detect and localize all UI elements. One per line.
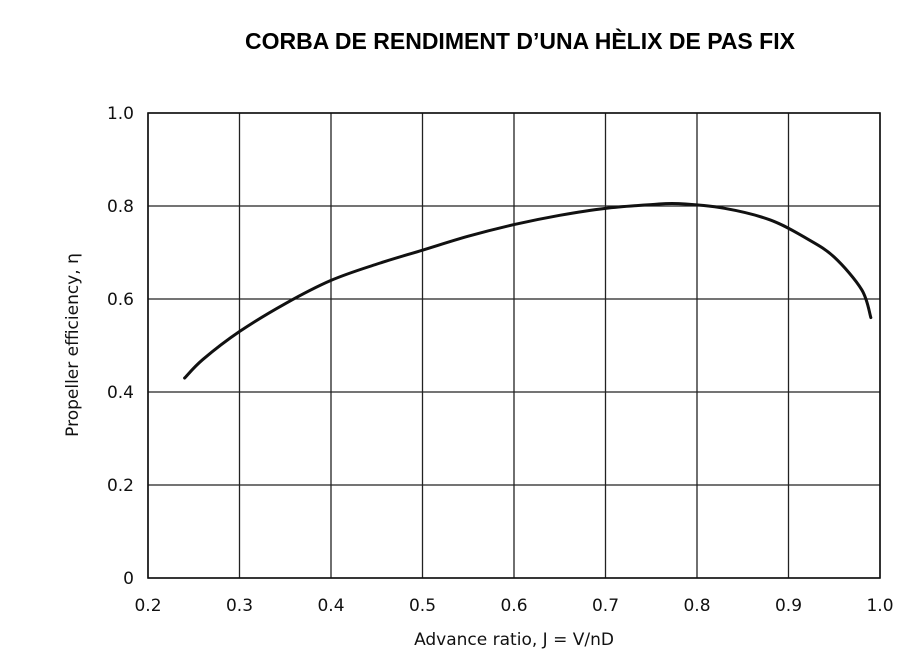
x-tick-label: 0.9 [775, 596, 802, 616]
x-tick-label: 0.6 [500, 596, 527, 616]
y-tick-label: 0.2 [107, 476, 134, 496]
y-axis-label: Propeller efficiency, η [63, 253, 83, 437]
plot-frame [147, 112, 881, 579]
x-tick-label: 0.5 [409, 596, 436, 616]
x-axis-label: Advance ratio, J = V/nD [414, 630, 614, 650]
x-tick-label: 0.4 [317, 596, 344, 616]
x-tick-label: 0.2 [134, 596, 161, 616]
x-tick-labels: 0.2 0.3 0.4 0.5 0.6 0.7 0.8 0.9 1.0 [134, 596, 893, 616]
efficiency-curve [183, 201, 873, 380]
chart-title: CORBA DE RENDIMENT D’UNA HÈLIX DE PAS FI… [245, 28, 795, 54]
grid [147, 112, 881, 579]
x-tick-label: 1.0 [866, 596, 893, 616]
y-tick-label: 0 [123, 569, 134, 589]
y-tick-label: 1.0 [107, 104, 134, 124]
y-tick-label: 0.6 [107, 290, 134, 310]
y-tick-label: 0.4 [107, 383, 134, 403]
x-tick-label: 0.8 [683, 596, 710, 616]
y-tick-label: 0.8 [107, 197, 134, 217]
x-tick-label: 0.3 [226, 596, 253, 616]
x-tick-label: 0.7 [592, 596, 619, 616]
y-tick-labels: 0 0.2 0.4 0.6 0.8 1.0 [107, 104, 134, 589]
